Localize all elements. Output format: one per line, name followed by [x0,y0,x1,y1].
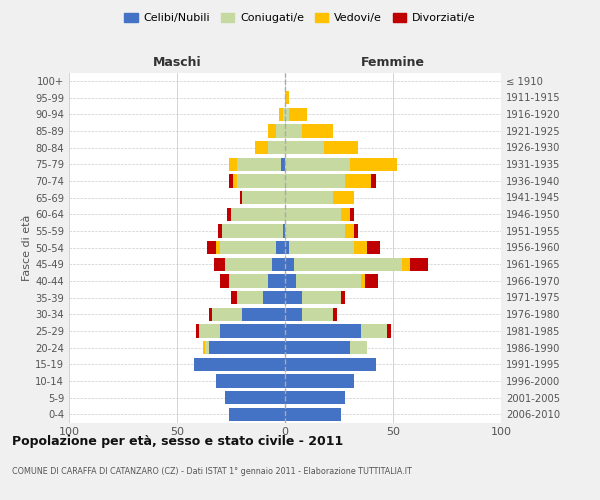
Bar [223,224,283,237]
Bar [220,241,277,254]
Bar [285,374,354,388]
Bar [212,308,242,321]
Bar [209,341,285,354]
Bar [285,408,341,421]
Text: COMUNE DI CARAFFA DI CATANZARO (CZ) - Dati ISTAT 1° gennaio 2011 - Elaborazione : COMUNE DI CARAFFA DI CATANZARO (CZ) - Da… [12,468,412,476]
Bar [229,408,285,421]
Bar [293,258,401,271]
Bar [354,241,367,254]
Bar [196,324,199,338]
Bar [285,391,346,404]
Bar [277,241,285,254]
Bar [238,158,281,171]
Bar [281,158,285,171]
Bar [302,124,332,138]
Bar [218,224,223,237]
Bar [224,391,285,404]
Bar [285,324,361,338]
Bar [285,224,346,237]
Bar [283,108,285,121]
Bar [285,358,376,371]
Bar [238,291,263,304]
Bar [285,258,293,271]
Bar [341,208,350,221]
Bar [227,208,231,221]
Bar [199,324,220,338]
Bar [285,274,296,287]
Bar [194,358,285,371]
Bar [238,174,285,188]
Bar [268,141,285,154]
Bar [350,158,397,171]
Bar [242,308,285,321]
Bar [255,141,268,154]
Bar [231,208,285,221]
Text: Maschi: Maschi [152,56,202,69]
Bar [332,308,337,321]
Bar [350,341,367,354]
Bar [242,191,285,204]
Bar [207,241,216,254]
Bar [229,158,238,171]
Bar [229,174,233,188]
Bar [203,341,205,354]
Bar [354,224,358,237]
Bar [410,258,428,271]
Bar [285,158,350,171]
Bar [263,291,285,304]
Bar [272,258,285,271]
Bar [361,324,386,338]
Bar [285,174,346,188]
Text: Femmine: Femmine [361,56,425,69]
Bar [332,191,354,204]
Bar [285,308,302,321]
Bar [346,174,371,188]
Bar [346,224,354,237]
Bar [285,291,302,304]
Bar [367,241,380,254]
Bar [285,124,302,138]
Bar [278,108,283,121]
Bar [209,308,212,321]
Bar [285,241,289,254]
Bar [283,224,285,237]
Bar [224,258,272,271]
Bar [324,141,358,154]
Bar [350,208,354,221]
Bar [285,341,350,354]
Y-axis label: Fasce di età: Fasce di età [22,214,32,280]
Bar [289,241,354,254]
Bar [216,374,285,388]
Bar [268,274,285,287]
Bar [401,258,410,271]
Bar [361,274,365,287]
Bar [239,191,242,204]
Bar [289,108,307,121]
Bar [229,274,268,287]
Bar [216,241,220,254]
Bar [220,324,285,338]
Bar [365,274,378,287]
Bar [302,308,332,321]
Legend: Celibi/Nubili, Coniugati/e, Vedovi/e, Divorziati/e: Celibi/Nubili, Coniugati/e, Vedovi/e, Di… [120,8,480,28]
Bar [341,291,346,304]
Bar [231,291,238,304]
Bar [205,341,209,354]
Bar [285,141,324,154]
Bar [220,274,229,287]
Bar [268,124,277,138]
Bar [302,291,341,304]
Bar [371,174,376,188]
Bar [285,191,332,204]
Bar [285,91,289,104]
Bar [277,124,285,138]
Bar [214,258,224,271]
Bar [285,208,341,221]
Bar [386,324,391,338]
Bar [233,174,238,188]
Text: Popolazione per età, sesso e stato civile - 2011: Popolazione per età, sesso e stato civil… [12,435,343,448]
Bar [285,108,289,121]
Bar [296,274,361,287]
